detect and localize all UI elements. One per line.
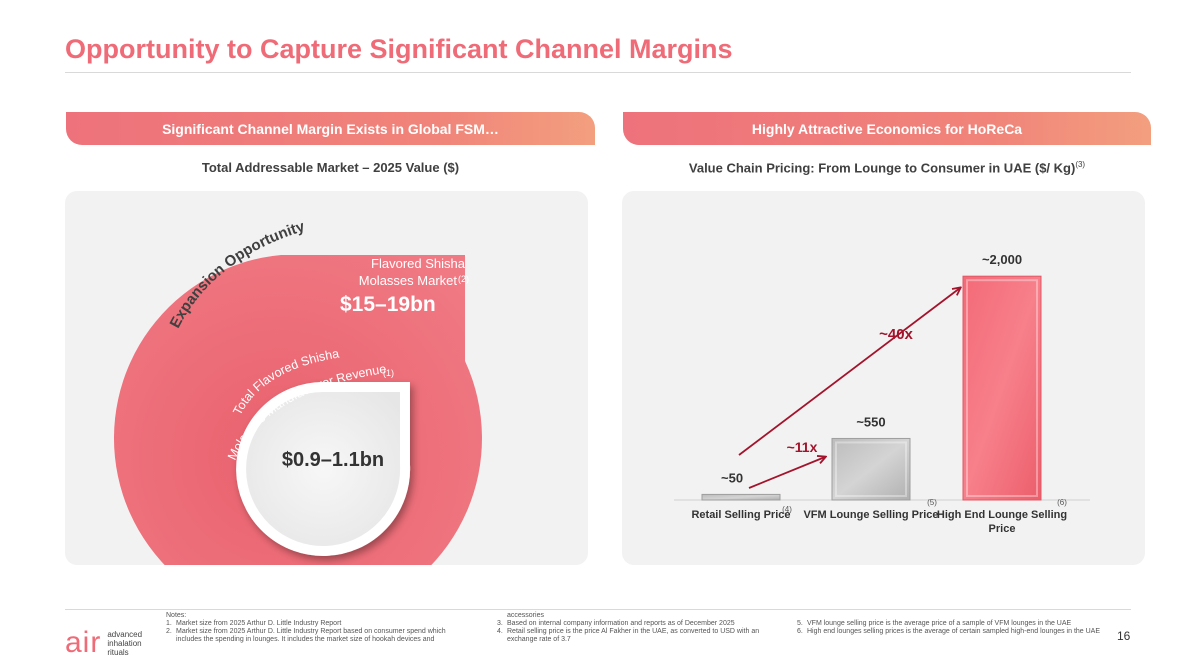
note-number: 5. [797, 620, 803, 627]
left-chart-subtitle: Total Addressable Market – 2025 Value ($… [201, 160, 460, 175]
note-item: 2. Market size from 2025 Arthur D. Little… [166, 628, 470, 644]
note-number: 2. [166, 628, 172, 635]
note-number: 4. [497, 628, 503, 635]
right-chart-subtitle: Value Chain Pricing: From Lounge to Cons… [623, 160, 1151, 175]
logo-line3: rituals [107, 647, 129, 657]
note-text: accessories [507, 612, 544, 619]
note-text: High end lounges selling prices is the a… [807, 628, 1101, 635]
note-number: 1. [166, 620, 172, 627]
category-label-3: High End Lounge Selling [937, 509, 1067, 521]
note-number: 3. [497, 620, 503, 627]
bar-bevel-2 [835, 441, 907, 497]
notes-column-3: 5. VFM lounge selling price is the averag… [797, 612, 1117, 636]
note-text: Market size from 2025 Arthur D. Little I… [176, 620, 342, 627]
bar-3 [962, 275, 1042, 501]
outer-market-value: $15–19bn [340, 293, 436, 316]
bar-data-label-3: ~2,000 [982, 252, 1022, 267]
note-text: VFM lounge selling price is the average … [807, 620, 1072, 627]
note-continuation: accessories [497, 612, 789, 620]
category-footnote-3: (6) [1057, 498, 1067, 507]
category-footnote-2: (5) [927, 498, 937, 507]
logo-wordmark: air [65, 626, 102, 659]
bar-bevel-3 [966, 279, 1038, 497]
outer-label-line1: Flavored Shisha [371, 256, 466, 271]
right-subtitle-footnote: (3) [1075, 160, 1086, 169]
category-label-3: Price [989, 523, 1016, 535]
note-item: 3. Based on internal company information … [497, 620, 789, 628]
logo-line1: advanced [107, 629, 143, 639]
note-number: 6. [797, 628, 803, 635]
tam-panel: Expansion Opportunity Flavored Shisha Mo… [65, 191, 588, 623]
multiplier-label-1: ~11x [787, 439, 818, 455]
outer-label-line2: Molasses Market [359, 273, 458, 288]
left-section-banner: Significant Channel Margin Exists in Glo… [66, 112, 595, 145]
bar-1 [701, 493, 781, 501]
slide-title: Opportunity to Capture Significant Chann… [65, 34, 733, 64]
notes-column-2: accessories 3. Based on internal company … [497, 612, 789, 644]
bar-data-label-1: ~50 [721, 470, 743, 485]
footer-divider [65, 609, 1131, 610]
multiplier-arrow-2 [738, 288, 960, 456]
note-item: 6. High end lounges selling prices is the… [797, 628, 1117, 636]
category-label-2: VFM Lounge Selling Price [803, 509, 938, 521]
multiplier-arrow-1 [748, 457, 825, 489]
outer-label-footnote: (2) [458, 274, 469, 284]
logo-tagline: advanced inhalation rituals [107, 630, 142, 657]
bar-data-label-2: ~550 [856, 414, 885, 429]
inner-label-footnote: (1) [383, 368, 394, 378]
note-item: 1. Market size from 2025 Arthur D. Little… [166, 620, 470, 628]
inner-revenue-shape [236, 382, 411, 556]
page-number: 16 [1117, 629, 1131, 643]
category-footnote-1: (4) [782, 505, 792, 514]
title-divider [65, 72, 1131, 73]
inner-revenue-value: $0.9–1.1bn [282, 449, 384, 471]
company-logo: air advanced inhalation rituals [65, 628, 142, 658]
pricing-chart-panel: ~50 ~550 ~2,000 Retail Selling Price VFM Lou… [622, 191, 1145, 565]
notes-column-1: Notes: 1. Market size from 2025 Arthur D.… [166, 612, 470, 644]
bar-2 [831, 437, 911, 501]
note-text: Retail selling price is the price Al Fak… [507, 628, 760, 643]
note-text: Based on internal company information an… [507, 620, 735, 627]
category-label-1: Retail Selling Price [691, 509, 790, 521]
logo-line2: inhalation [107, 638, 142, 648]
multiplier-label-2: ~40x [879, 326, 913, 343]
tam-diagram: Expansion Opportunity Flavored Shisha Mo… [113, 218, 482, 623]
note-text: Market size from 2025 Arthur D. Little I… [176, 628, 446, 643]
right-section-banner: Highly Attractive Economics for HoReCa [623, 112, 1151, 145]
note-item: 5. VFM lounge selling price is the averag… [797, 620, 1117, 628]
note-item: 4. Retail selling price is the price Al F… [497, 628, 789, 644]
value-chain-bar-chart: ~50 ~550 ~2,000 Retail Selling Price VFM Lou… [674, 252, 1090, 535]
right-subtitle-text: Value Chain Pricing: From Lounge to Cons… [688, 160, 1076, 176]
notes-heading: Notes: [166, 612, 187, 619]
